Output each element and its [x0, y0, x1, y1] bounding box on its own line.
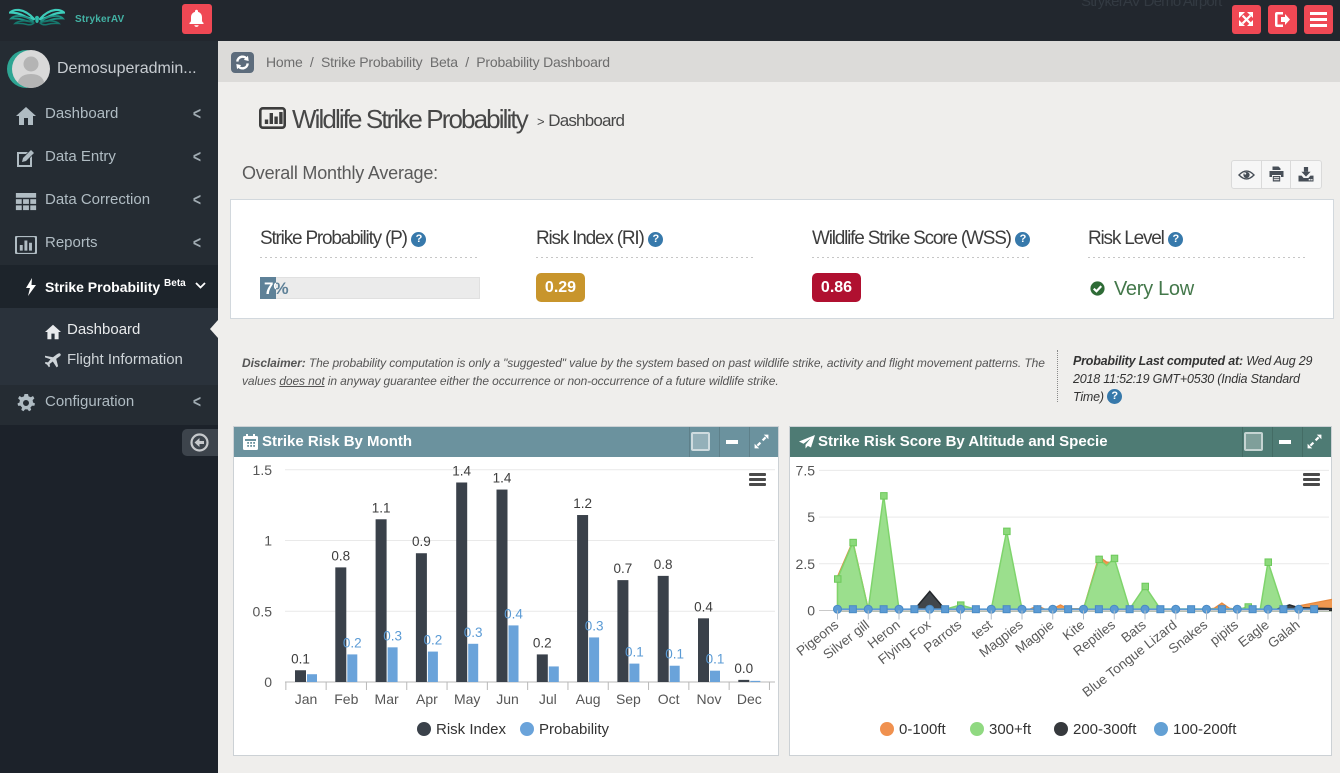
- svg-text:Oct: Oct: [658, 691, 680, 707]
- svg-text:0: 0: [264, 674, 272, 690]
- svg-text:Dec: Dec: [737, 691, 762, 707]
- svg-text:7.5: 7.5: [796, 462, 816, 478]
- svg-text:0.3: 0.3: [585, 618, 604, 633]
- svg-text:5: 5: [807, 509, 815, 525]
- svg-text:Galah: Galah: [1265, 617, 1303, 651]
- svg-text:Aug: Aug: [576, 691, 601, 707]
- svg-text:0.3: 0.3: [464, 625, 483, 640]
- svg-text:0.4: 0.4: [694, 599, 713, 614]
- svg-text:1.4: 1.4: [493, 471, 512, 486]
- svg-text:0.2: 0.2: [424, 633, 443, 648]
- svg-text:300+ft: 300+ft: [989, 721, 1032, 738]
- svg-text:200-300ft: 200-300ft: [1073, 721, 1137, 738]
- svg-text:Sep: Sep: [616, 691, 641, 707]
- svg-text:2.5: 2.5: [796, 556, 816, 572]
- svg-text:0: 0: [807, 603, 815, 619]
- svg-text:0.5: 0.5: [253, 603, 273, 619]
- svg-text:0-100ft: 0-100ft: [899, 721, 947, 738]
- svg-text:0.2: 0.2: [533, 635, 552, 650]
- svg-text:Risk Index: Risk Index: [436, 721, 507, 738]
- svg-text:0.2: 0.2: [343, 635, 362, 650]
- svg-text:Jun: Jun: [496, 691, 519, 707]
- svg-text:0.3: 0.3: [383, 628, 402, 643]
- svg-text:0.1: 0.1: [706, 652, 725, 667]
- svg-text:1.1: 1.1: [372, 500, 391, 515]
- svg-text:0.8: 0.8: [331, 548, 350, 563]
- svg-text:0.1: 0.1: [291, 651, 310, 666]
- svg-text:Jan: Jan: [295, 691, 318, 707]
- svg-text:Feb: Feb: [334, 691, 358, 707]
- svg-text:pipits: pipits: [1207, 617, 1241, 648]
- svg-text:0.8: 0.8: [654, 557, 673, 572]
- svg-text:100-200ft: 100-200ft: [1173, 721, 1237, 738]
- svg-text:0.7: 0.7: [614, 561, 633, 576]
- svg-text:0.1: 0.1: [625, 645, 644, 660]
- svg-text:Apr: Apr: [416, 691, 438, 707]
- svg-text:1.2: 1.2: [573, 496, 592, 511]
- svg-text:1.4: 1.4: [452, 463, 471, 478]
- svg-text:1.5: 1.5: [253, 462, 273, 478]
- svg-text:Jul: Jul: [539, 691, 557, 707]
- svg-text:Mar: Mar: [375, 691, 399, 707]
- svg-text:Nov: Nov: [697, 691, 722, 707]
- svg-text:0.9: 0.9: [412, 534, 431, 549]
- svg-text:0.4: 0.4: [504, 606, 523, 621]
- svg-text:1: 1: [264, 533, 272, 549]
- svg-text:0.0: 0.0: [734, 661, 753, 676]
- svg-text:0.1: 0.1: [665, 647, 684, 662]
- svg-text:May: May: [454, 691, 480, 707]
- svg-text:Eagle: Eagle: [1235, 617, 1271, 650]
- svg-text:Probability: Probability: [539, 721, 610, 738]
